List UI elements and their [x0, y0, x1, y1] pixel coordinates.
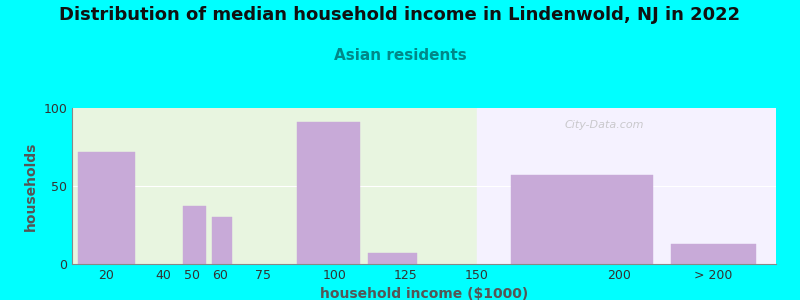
Bar — [183, 206, 206, 264]
Text: Distribution of median household income in Lindenwold, NJ in 2022: Distribution of median household income … — [59, 6, 741, 24]
Text: Asian residents: Asian residents — [334, 48, 466, 63]
Bar — [477, 108, 776, 264]
Bar — [511, 175, 654, 264]
Text: City-Data.com: City-Data.com — [565, 121, 644, 130]
Bar — [369, 253, 417, 264]
X-axis label: household income ($1000): household income ($1000) — [320, 287, 528, 300]
Y-axis label: households: households — [24, 141, 38, 231]
Bar — [670, 244, 756, 264]
Bar — [72, 108, 477, 264]
Bar — [212, 217, 232, 264]
Bar — [297, 122, 360, 264]
Bar — [78, 152, 134, 264]
